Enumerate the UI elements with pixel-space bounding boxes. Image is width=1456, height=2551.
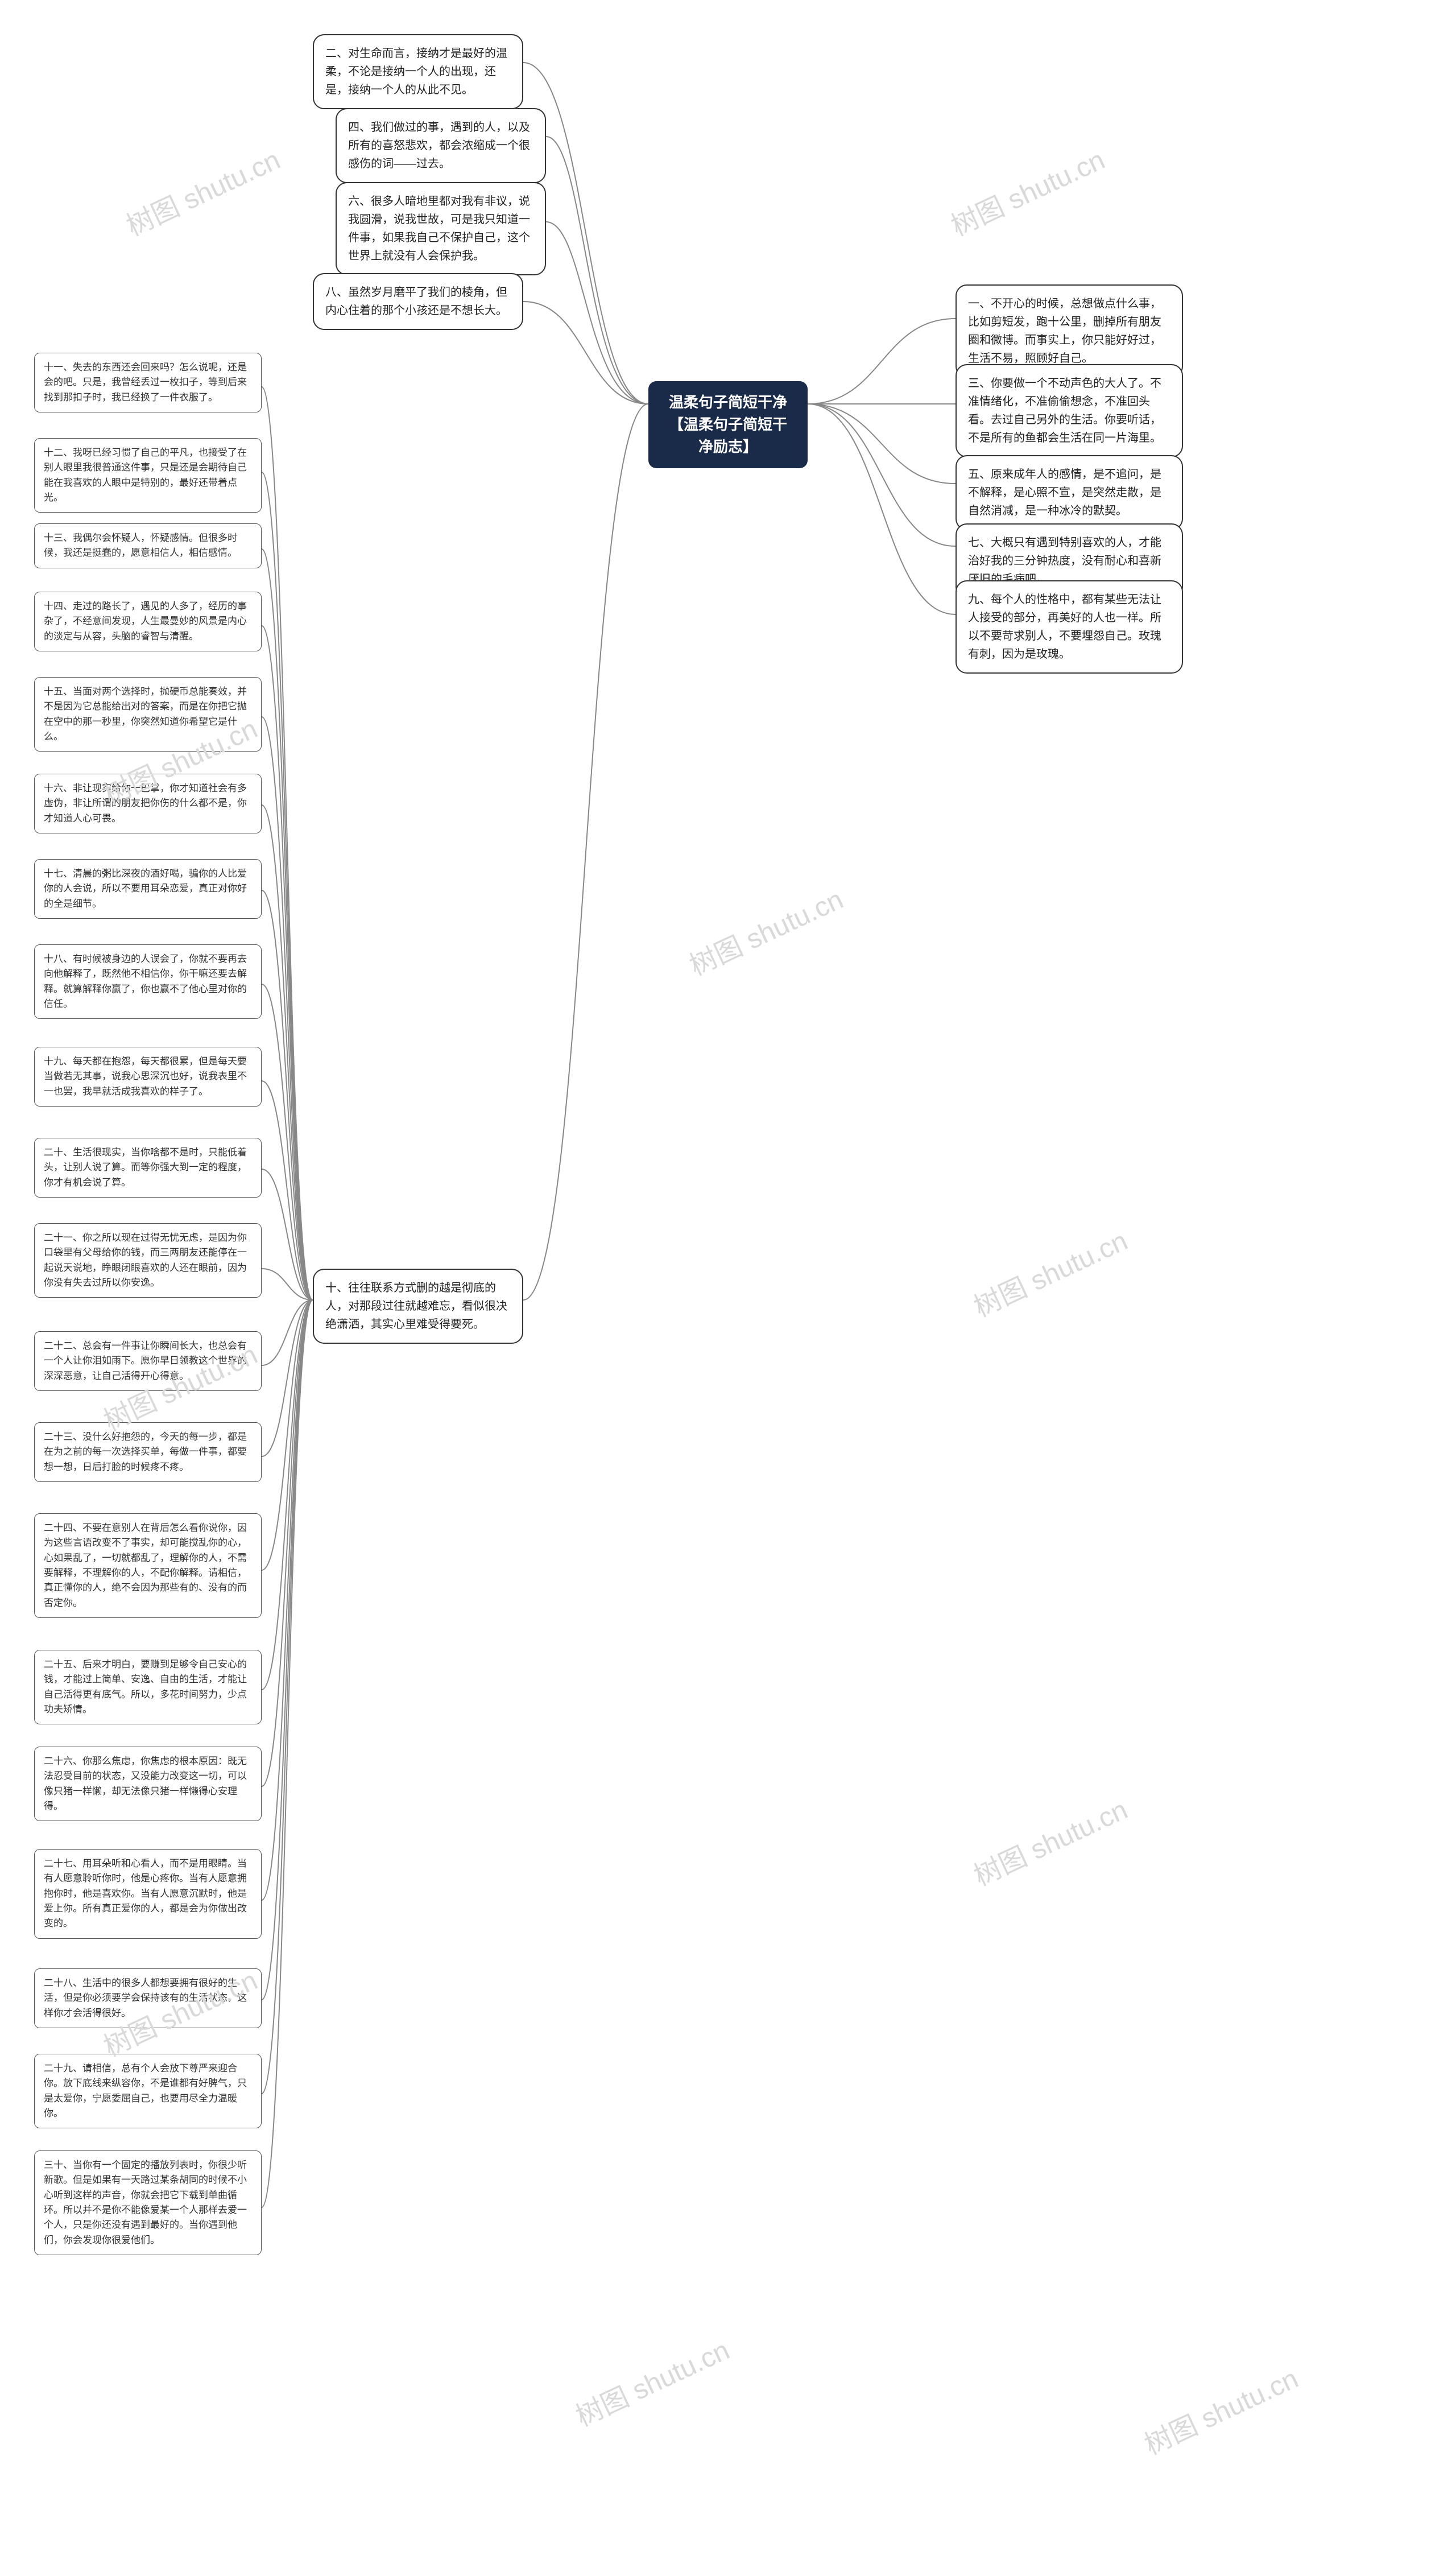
node-l23: 二十三、没什么好抱怨的，今天的每一步，都是在为之前的每一次选择买单，每做一件事，… <box>34 1422 262 1482</box>
mindmap-canvas: 温柔句子简短干净【温柔句子简短干净励志】 一、不开心的时候，总想做点什么事，比如… <box>0 0 1456 2551</box>
node-l10: 十、往往联系方式删的越是彻底的人，对那段过往就越难忘，看似很决绝潇洒，其实心里难… <box>313 1269 523 1344</box>
node-l27: 二十七、用耳朵听和心看人，而不是用眼睛。当有人愿意聆听你时，他是心疼你。当有人愿… <box>34 1849 262 1939</box>
node-l21: 二十一、你之所以现在过得无忧无虑，是因为你口袋里有父母给你的钱，而三两朋友还能停… <box>34 1223 262 1298</box>
node-l14: 十四、走过的路长了，遇见的人多了，经历的事杂了，不经意间发现，人生最曼妙的风景是… <box>34 592 262 651</box>
node-r3: 三、你要做一个不动声色的大人了。不准情绪化，不准偷偷想念，不准回头看。去过自己另… <box>956 364 1183 457</box>
watermark: 树图 shutu.cn <box>1137 2356 1304 2462</box>
node-l2: 二、对生命而言，接纳才是最好的温柔，不论是接纳一个人的出现，还是，接纳一个人的从… <box>313 34 523 109</box>
node-l29: 二十九、请相信，总有个人会放下尊严来迎合你。放下底线来纵容你，不是谁都有好脾气，… <box>34 2054 262 2128</box>
node-l26: 二十六、你那么焦虑，你焦虑的根本原因：既无法忍受目前的状态，又没能力改变这一切，… <box>34 1747 262 1821</box>
node-l13: 十三、我偶尔会怀疑人，怀疑感情。但很多时候，我还是挺蠢的，愿意相信人，相信感情。 <box>34 523 262 568</box>
watermark: 树图 shutu.cn <box>568 2328 735 2434</box>
node-l20: 二十、生活很现实，当你啥都不是时，只能低着头，让别人说了算。而等你强大到一定的程… <box>34 1138 262 1198</box>
node-l24: 二十四、不要在意别人在背后怎么看你说你，因为这些言语改变不了事实，却可能搅乱你的… <box>34 1513 262 1618</box>
watermark: 树图 shutu.cn <box>119 138 286 243</box>
node-l4: 四、我们做过的事，遇到的人，以及所有的喜怒悲欢，都会浓缩成一个很感伤的词——过去… <box>336 108 546 183</box>
node-l17: 十七、清晨的粥比深夜的酒好喝，骗你的人比爱你的人会说，所以不要用耳朵恋爱，真正对… <box>34 859 262 919</box>
node-r5: 五、原来成年人的感情，是不追问，是不解释，是心照不宣，是突然走散，是自然消减，是… <box>956 455 1183 530</box>
node-r9: 九、每个人的性格中，都有某些无法让人接受的部分，再美好的人也一样。所以不要苛求别… <box>956 580 1183 674</box>
node-l30: 三十、当你有一个固定的播放列表时，你很少听新歌。但是如果有一天路过某条胡同的时候… <box>34 2150 262 2255</box>
node-l28: 二十八、生活中的很多人都想要拥有很好的生活，但是你必须要学会保持该有的生活状态，… <box>34 1968 262 2028</box>
center-node: 温柔句子简短干净【温柔句子简短干净励志】 <box>648 381 808 468</box>
node-l15: 十五、当面对两个选择时，抛硬币总能奏效，并不是因为它总能给出对的答案，而是在你把… <box>34 677 262 752</box>
node-l8: 八、虽然岁月磨平了我们的棱角，但内心住着的那个小孩还是不想长大。 <box>313 273 523 330</box>
watermark: 树图 shutu.cn <box>966 1788 1133 1893</box>
node-l18: 十八、有时候被身边的人误会了，你就不要再去向他解释了，既然他不相信你，你干嘛还要… <box>34 944 262 1019</box>
node-l25: 二十五、后来才明白，要赚到足够令自己安心的钱，才能过上简单、安逸、自由的生活，才… <box>34 1650 262 1724</box>
watermark: 树图 shutu.cn <box>944 138 1110 243</box>
node-l6: 六、很多人暗地里都对我有非议，说我圆滑，说我世故，可是我只知道一件事，如果我自己… <box>336 182 546 275</box>
node-l11: 十一、失去的东西还会回来吗？怎么说呢，还是会的吧。只是，我曾经丢过一枚扣子，等到… <box>34 353 262 412</box>
node-l19: 十九、每天都在抱怨，每天都很累，但是每天要当做若无其事，说我心思深沉也好，说我表… <box>34 1047 262 1107</box>
watermark: 树图 shutu.cn <box>966 1219 1133 1324</box>
watermark: 树图 shutu.cn <box>682 877 849 983</box>
node-l22: 二十二、总会有一件事让你瞬间长大，也总会有一个人让你泪如雨下。愿你早日领教这个世… <box>34 1331 262 1391</box>
node-l12: 十二、我呀已经习惯了自己的平凡，也接受了在别人眼里我很普通这件事，只是还是会期待… <box>34 438 262 513</box>
node-l16: 十六、非让现实给你一巴掌，你才知道社会有多虚伪，非让所谓的朋友把你伤的什么都不是… <box>34 774 262 833</box>
